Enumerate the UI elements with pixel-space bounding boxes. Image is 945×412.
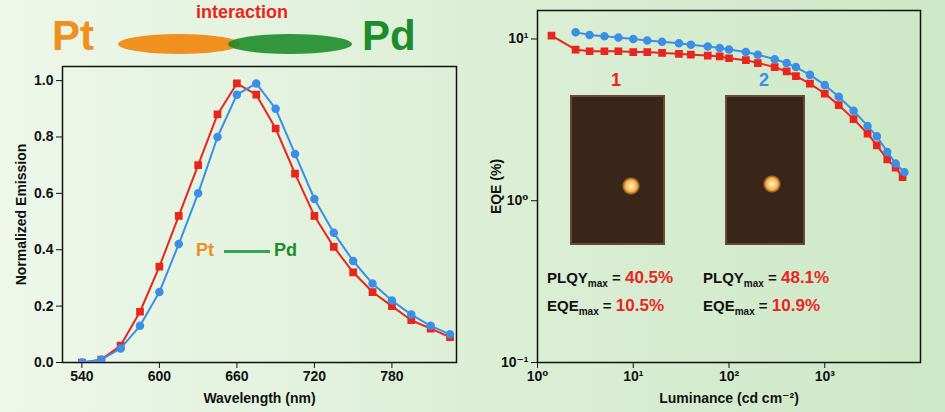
html-text:Pd: Pd	[274, 240, 297, 260]
svg-text:720: 720	[303, 368, 327, 384]
svg-text:10¹: 10¹	[508, 30, 529, 46]
svg-text:Wavelength (nm): Wavelength (nm)	[203, 390, 315, 406]
svg-text:10³: 10³	[815, 368, 836, 384]
svg-text:Normalized Emission: Normalized Emission	[13, 144, 29, 286]
html-text:Pd: Pd	[362, 12, 416, 59]
svg-text:10⁰: 10⁰	[507, 192, 529, 208]
html-text:EQEmax= 10.5%: EQEmax= 10.5%	[547, 296, 664, 317]
html-text:PLQYmax= 40.5%: PLQYmax= 40.5%	[547, 268, 674, 289]
svg-text:Luminance (cd cm⁻²): Luminance (cd cm⁻²)	[659, 390, 799, 406]
svg-text:0.8: 0.8	[34, 128, 54, 144]
svg-text:10⁰: 10⁰	[527, 368, 549, 384]
html-text:1: 1	[611, 70, 621, 90]
svg-text:10⁻¹: 10⁻¹	[501, 354, 529, 370]
svg-text:0.2: 0.2	[34, 298, 54, 314]
svg-text:EQE (%): EQE (%)	[488, 159, 504, 214]
html-text:Pt: Pt	[196, 240, 214, 260]
html-text:PLQYmax= 48.1%: PLQYmax= 48.1%	[703, 268, 830, 289]
svg-text:0.6: 0.6	[34, 185, 54, 201]
svg-text:780: 780	[380, 368, 404, 384]
html-text:2: 2	[759, 70, 769, 90]
svg-text:10¹: 10¹	[623, 368, 644, 384]
svg-text:0.0: 0.0	[34, 354, 54, 370]
html-text:interaction: interaction	[196, 2, 288, 22]
svg-text:0.4: 0.4	[34, 241, 54, 257]
html-text:Pt: Pt	[52, 12, 94, 59]
svg-text:10²: 10²	[719, 368, 740, 384]
svg-text:600: 600	[148, 368, 172, 384]
svg-text:540: 540	[70, 368, 94, 384]
svg-text:1.0: 1.0	[34, 72, 54, 88]
html-text:EQEmax= 10.9%: EQEmax= 10.9%	[703, 296, 820, 317]
svg-text:660: 660	[225, 368, 249, 384]
